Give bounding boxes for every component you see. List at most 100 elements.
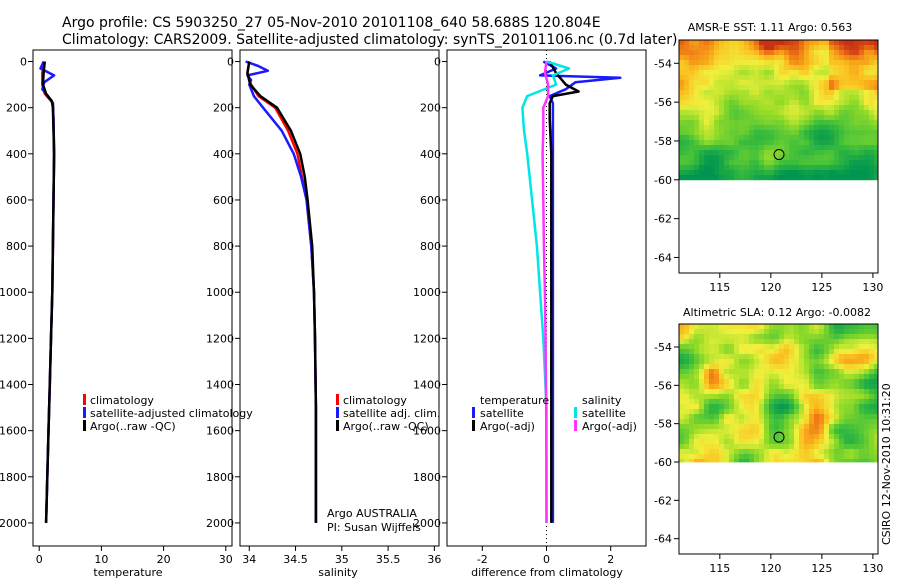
field-cell — [854, 439, 860, 445]
field-cell — [849, 434, 855, 440]
field-cell — [724, 349, 730, 355]
field-cell — [774, 65, 780, 71]
field-cell — [739, 409, 745, 415]
field-cell — [699, 165, 705, 171]
field-cell — [774, 130, 780, 136]
field-cell — [844, 170, 850, 176]
field-cell — [814, 409, 820, 415]
field-cell — [869, 344, 875, 350]
field-cell — [724, 374, 730, 380]
field-cell — [874, 160, 879, 166]
field-cell — [794, 394, 800, 400]
field-cell — [749, 384, 755, 390]
field-cell — [799, 135, 805, 141]
field-cell — [844, 329, 850, 335]
field-cell — [689, 70, 695, 76]
field-cell — [839, 424, 845, 430]
field-cell — [799, 110, 805, 116]
field-cell — [824, 125, 830, 131]
field-cell — [869, 354, 875, 360]
field-cell — [739, 339, 745, 345]
field-cell — [739, 100, 745, 106]
field-cell — [849, 170, 855, 176]
field-cell — [789, 165, 795, 171]
field-cell — [764, 409, 770, 415]
field-cell — [804, 75, 810, 81]
field-cell — [754, 160, 760, 166]
field-cell — [784, 165, 790, 171]
field-cell — [824, 105, 830, 111]
field-cell — [734, 155, 740, 161]
field-cell — [744, 165, 750, 171]
field-cell — [689, 389, 695, 395]
field-cell — [824, 135, 830, 141]
field-cell — [729, 45, 735, 51]
field-cell — [739, 399, 745, 405]
field-cell — [839, 384, 845, 390]
field-cell — [709, 60, 715, 66]
field-cell — [794, 140, 800, 146]
field-cell — [864, 105, 870, 111]
field-cell — [709, 115, 715, 121]
field-cell — [729, 85, 735, 91]
field-cell — [874, 95, 879, 101]
field-cell — [759, 449, 765, 455]
field-cell — [854, 434, 860, 440]
field-cell — [824, 140, 830, 146]
field-cell — [814, 155, 820, 161]
field-cell — [869, 65, 875, 71]
field-cell — [814, 130, 820, 136]
field-cell — [834, 374, 840, 380]
field-cell — [744, 55, 750, 61]
field-cell — [829, 334, 835, 340]
field-cell — [749, 75, 755, 81]
field-cell — [744, 65, 750, 71]
sla-map-panel: Altimetric SLA: 0.12 Argo: -0.0082 -54-5… — [654, 306, 883, 575]
legend-label-sal-argo: Argo(-adj) — [582, 420, 637, 433]
field-cell — [684, 155, 690, 161]
ytick-label: 1600 — [206, 425, 234, 438]
field-cell — [729, 344, 735, 350]
field-cell — [794, 120, 800, 126]
field-cell — [859, 45, 865, 51]
field-cell — [834, 55, 840, 61]
field-cell — [779, 100, 785, 106]
field-cell — [744, 125, 750, 131]
field-cell — [709, 364, 715, 370]
field-cell — [789, 449, 795, 455]
field-cell — [854, 160, 860, 166]
field-cell — [709, 329, 715, 335]
field-cell — [859, 160, 865, 166]
field-cell — [729, 434, 735, 440]
field-cell — [744, 170, 750, 176]
field-cell — [769, 419, 775, 425]
field-cell — [724, 160, 730, 166]
field-cell — [759, 130, 765, 136]
field-cell — [764, 339, 770, 345]
field-cell — [679, 379, 685, 385]
field-cell — [699, 140, 705, 146]
field-cell — [809, 419, 815, 425]
field-cell — [809, 125, 815, 131]
field-cell — [769, 389, 775, 395]
field-cell — [854, 409, 860, 415]
field-cell — [809, 334, 815, 340]
field-cell — [854, 454, 860, 460]
field-cell — [719, 60, 725, 66]
field-cell — [774, 170, 780, 176]
field-cell — [839, 419, 845, 425]
field-cell — [799, 70, 805, 76]
field-cell — [824, 115, 830, 121]
field-cell — [679, 45, 685, 51]
field-cell — [799, 324, 805, 330]
field-cell — [729, 384, 735, 390]
field-cell — [839, 349, 845, 355]
field-cell — [694, 55, 700, 61]
field-cell — [709, 130, 715, 136]
field-cell — [684, 90, 690, 96]
field-cell — [854, 60, 860, 66]
field-cell — [799, 449, 805, 455]
field-cell — [869, 155, 875, 161]
field-cell — [824, 85, 830, 91]
xtick-label: 36 — [427, 553, 441, 566]
